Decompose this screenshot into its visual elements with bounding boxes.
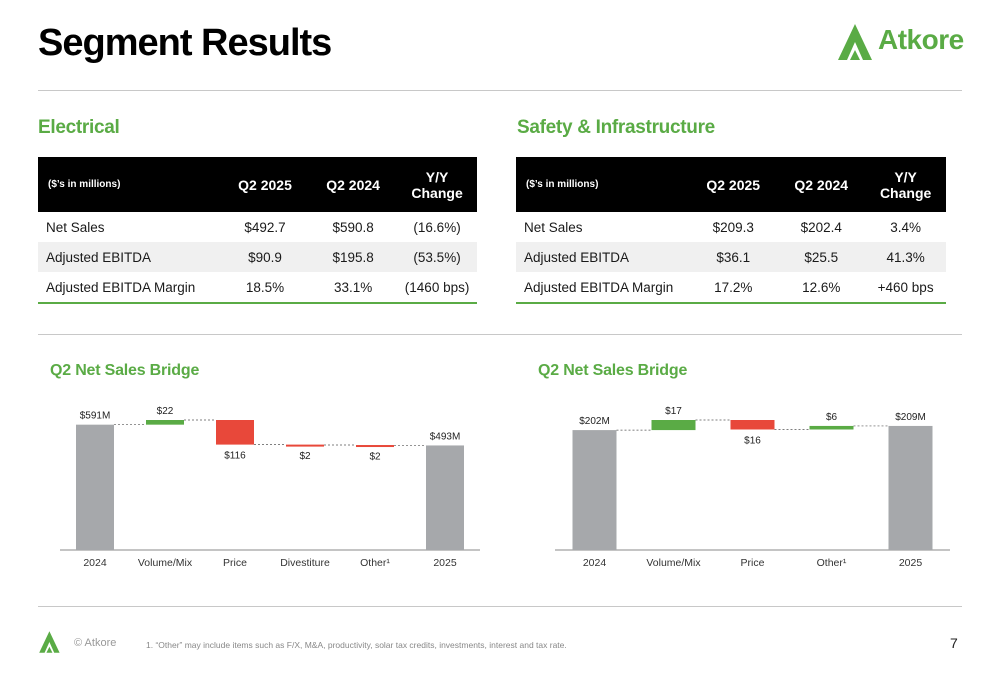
category-label: Other¹	[360, 557, 390, 569]
header-yy: Y/Y	[894, 168, 917, 185]
waterfall-bar	[216, 420, 254, 445]
header-yy: Y/Y	[425, 168, 449, 185]
table-row: Adjusted EBITDA Margin 17.2% 12.6% +460 …	[516, 272, 946, 304]
safety-table: ($’s in millions) Q2 2025 Q2 2024 Y/Y Cha…	[516, 157, 946, 304]
cell-q2-2024: $202.4	[800, 219, 842, 235]
safety-heading: Safety & Infrastructure	[517, 117, 715, 138]
category-label: 2025	[433, 557, 457, 569]
table-row: Adjusted EBITDA $90.9 $195.8 (53.5%)	[38, 242, 477, 272]
data-label: $2	[299, 451, 311, 462]
row-label: Adjusted EBITDA	[516, 242, 690, 272]
table-header-q2-2024: Q2 2024	[309, 157, 398, 212]
waterfall-bar	[730, 420, 775, 430]
atkore-footer-logo-icon	[39, 631, 60, 653]
cell-change: +460 bps	[865, 272, 946, 304]
row-label: Net Sales	[46, 219, 105, 235]
category-label: Other¹	[817, 557, 847, 569]
row-label: Adjusted EBITDA Margin	[516, 272, 690, 304]
electrical-table: ($’s in millions) Q2 2025 Q2 2024 Y/Y Cha…	[38, 157, 477, 304]
table-row: Adjusted EBITDA Margin 18.5% 33.1% (1460…	[38, 272, 477, 304]
waterfall-bar	[286, 444, 324, 447]
category-label: 2024	[83, 557, 107, 569]
atkore-logo-icon	[838, 24, 872, 60]
cell-change: (1460 bps)	[397, 272, 477, 304]
electrical-heading: Electrical	[38, 117, 120, 138]
cell-q2-2025: 17.2%	[689, 272, 778, 304]
logo-text: Atkore	[878, 24, 964, 55]
waterfall-bar	[426, 445, 464, 550]
waterfall-bar	[809, 425, 854, 430]
safety-bridge-chart: $202M 2024 $17 Volume/Mix $16 Price $6 Other¹ $2…	[555, 406, 950, 569]
electrical-bridge-heading: Q2 Net Sales Bridge	[50, 362, 200, 379]
category-label: Divestiture	[280, 557, 330, 569]
table-header-q2-2024: Q2 2024	[777, 157, 866, 212]
table-header-yy-change: Y/Y Change	[865, 157, 946, 212]
data-label: $493M	[430, 431, 461, 442]
data-label: $2	[369, 451, 381, 462]
page-number: 7	[950, 635, 958, 651]
section-divider	[38, 334, 962, 335]
category-label: 2025	[899, 557, 923, 569]
data-label: $6	[826, 412, 838, 423]
cell-q2-2025: 18.5%	[220, 272, 310, 304]
table-header-q2-2025: Q2 2025	[220, 157, 310, 212]
data-label: $591M	[80, 411, 111, 422]
waterfall-bar	[146, 420, 184, 425]
table-header-yy-change: Y/Y Change	[397, 157, 477, 212]
table-header-units: ($’s in millions)	[38, 157, 221, 212]
cell-q2-2024: $195.8	[309, 242, 398, 272]
table-header-q2-2025: Q2 2025	[689, 157, 778, 212]
cell-q2-2024: 33.1%	[309, 272, 398, 304]
table-row: Net Sales $209.3 $202.4 3.4%	[516, 212, 946, 242]
header-change: Change	[879, 184, 932, 201]
cell-change: (53.5%)	[397, 242, 477, 272]
footer-divider	[38, 606, 962, 607]
category-label: Price	[223, 557, 247, 569]
cell-q2-2025: $209.3	[712, 219, 754, 235]
cell-q2-2025: $36.1	[689, 242, 778, 272]
waterfall-bar	[76, 424, 114, 550]
cell-q2-2024: 12.6%	[777, 272, 866, 304]
electrical-bridge-chart: $591M 2024 $22 Volume/Mix $116 Price $2 Divesti…	[60, 406, 480, 569]
cell-change: 41.3%	[865, 242, 946, 272]
data-label: $202M	[579, 416, 610, 427]
cell-q2-2025: $90.9	[220, 242, 310, 272]
cell-q2-2025: $492.7	[244, 219, 286, 235]
category-label: Price	[741, 557, 765, 569]
row-label: Adjusted EBITDA	[38, 242, 221, 272]
category-label: 2024	[583, 557, 607, 569]
waterfall-bar	[356, 445, 394, 448]
footer-copyright: © Atkore	[74, 637, 117, 649]
page-title: Segment Results	[38, 22, 332, 64]
footnote: 1. “Other” may include items such as F/X…	[146, 640, 567, 650]
data-label: $16	[744, 435, 761, 446]
table-row: Net Sales $492.7 $590.8 (16.6%)	[38, 212, 477, 242]
table-header-units: ($’s in millions)	[516, 157, 690, 212]
category-label: Volume/Mix	[646, 557, 701, 569]
category-label: Volume/Mix	[138, 557, 193, 569]
waterfall-bar	[572, 430, 617, 550]
waterfall-bar	[651, 420, 696, 431]
data-label: $17	[665, 406, 682, 417]
header-divider	[38, 90, 962, 91]
data-label: $22	[157, 406, 174, 417]
header-change: Change	[411, 184, 463, 201]
data-label: $116	[224, 451, 246, 462]
cell-q2-2024: $590.8	[332, 219, 374, 235]
table-row: Adjusted EBITDA $36.1 $25.5 41.3%	[516, 242, 946, 272]
row-label: Net Sales	[524, 219, 583, 235]
cell-change: (16.6%)	[413, 219, 461, 235]
cell-change: 3.4%	[890, 219, 921, 235]
waterfall-bar	[888, 425, 933, 550]
row-label: Adjusted EBITDA Margin	[38, 272, 221, 304]
data-label: $209M	[895, 412, 926, 423]
cell-q2-2024: $25.5	[777, 242, 866, 272]
safety-bridge-heading: Q2 Net Sales Bridge	[538, 362, 688, 379]
